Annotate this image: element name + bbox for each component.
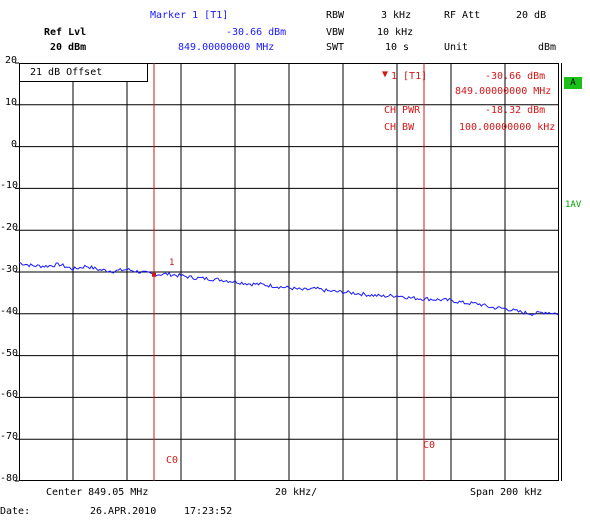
plot-right-rule [561,63,562,481]
y-tick-label: 20 [4,55,17,66]
trace-line [18,262,560,317]
rf-att-value: 20 dB [516,10,547,21]
date-row: Date: 26.APR.2010 17:23:52 [0,500,590,520]
marker-info-frequency: 849.00000000 MHz [455,86,552,97]
y-tick-label: 10 [4,96,17,108]
channel-label-left: C0 [166,455,179,466]
marker-title: Marker 1 [T1] [150,10,229,21]
ref-lvl-value: 20 dBm [50,42,87,53]
center-frequency: Center 849.05 MHz [46,487,149,498]
ch-bw-label: CH BW [384,122,415,133]
vbw-label: VBW [326,27,345,38]
channel-label-right: C0 [423,440,436,451]
swt-value: 10 s [385,42,410,53]
ch-pwr-label: CH PWR [384,105,421,116]
ref-lvl-label: Ref Lvl [44,27,87,38]
y-tick-label: -60 [0,389,19,401]
time-value: 17:23:52 [184,506,233,517]
marker-level: -30.66 dBm [226,27,287,38]
y-tick-label: -40 [0,305,19,317]
y-tick-label: -70 [0,431,19,443]
offset-text: 21 dB Offset [30,67,103,78]
y-tick-label: -50 [0,347,19,359]
marker-triangle-icon: ▼ [382,69,389,80]
span: Span 200 kHz [470,487,543,498]
y-tick-label: -30 [0,264,19,275]
vbw-value: 10 kHz [377,27,414,38]
ch-bw-value: 100.00000000 kHz [459,122,556,133]
y-tick-label: 0 [10,138,17,150]
marker-point [152,272,156,277]
rf-att-label: RF Att [444,10,481,21]
per-division: 20 kHz/ [275,487,318,498]
y-tick-label: -10 [0,180,19,192]
rbw-label: RBW [326,10,345,21]
ch-pwr-value: -18.32 dBm [485,105,546,116]
marker-info-level: -30.66 dBm [485,71,546,82]
date-value: 26.APR.2010 [90,506,157,517]
swt-label: SWT [326,42,345,53]
offset-box [20,64,148,82]
y-tick-label: -20 [0,222,19,234]
date-label: Date: [0,506,31,517]
trace-mode-label: 1AV [565,200,582,210]
unit-label: Unit [444,42,469,53]
y-tick-label: -80 [0,473,19,484]
trace-badge-a: A [564,77,582,89]
marker-frequency: 849.00000000 MHz [178,42,275,53]
marker-number: 1 [169,258,175,268]
rbw-value: 3 kHz [381,10,412,21]
marker-info-label: 1 [T1] [391,71,428,82]
unit-value: dBm [538,42,557,53]
